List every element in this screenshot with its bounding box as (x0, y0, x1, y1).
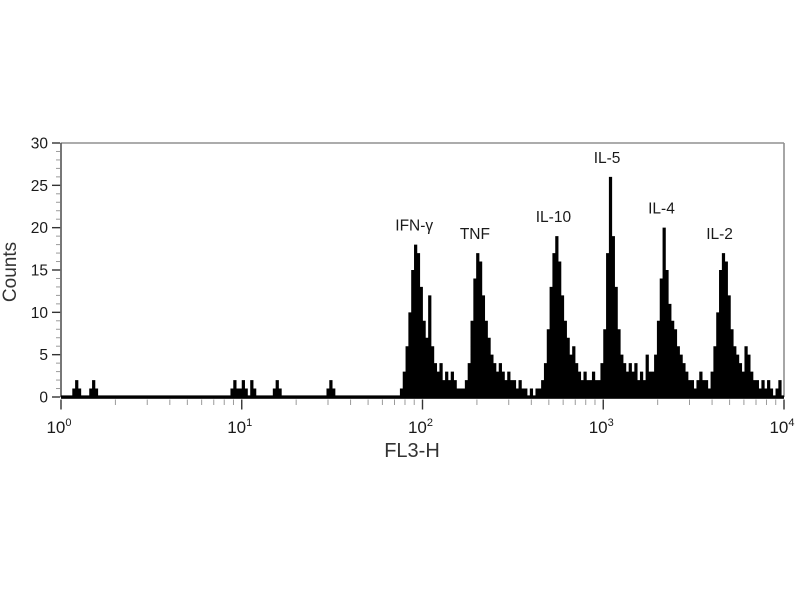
x-axis-ticks: 100 101 102 103 104 (46, 399, 795, 437)
y-tick-label-25: 25 (31, 178, 48, 195)
x-tick-label-10e3: 103 (589, 417, 614, 437)
x-tick-label-10e2: 102 (408, 417, 433, 437)
x-axis-title: FL3-H (384, 440, 440, 462)
y-axis-title: Counts (0, 242, 21, 302)
peak-label-il-4: IL-4 (648, 201, 675, 218)
peak-label-il-10: IL-10 (536, 209, 572, 226)
baseline (61, 395, 784, 399)
x-tick-label-10e1: 101 (227, 417, 252, 437)
y-tick-label-0: 0 (39, 390, 48, 407)
histogram-bars (72, 176, 782, 397)
y-tick-label-20: 20 (31, 220, 49, 237)
peak-label-il-2: IL-2 (706, 226, 733, 243)
x-tick-label-10e4: 104 (769, 417, 794, 437)
peak-label-tnf: TNF (460, 226, 490, 243)
y-axis-ticks: 0 5 10 15 20 25 30 (31, 136, 61, 407)
x-tick-label-10e0: 100 (46, 417, 71, 437)
peak-label-il-5: IL-5 (594, 150, 621, 167)
peak-label-ifn: IFN-γ (395, 218, 433, 235)
y-tick-label-10: 10 (31, 305, 49, 322)
y-tick-label-15: 15 (31, 263, 48, 280)
y-tick-label-5: 5 (39, 347, 48, 364)
y-tick-label-30: 30 (31, 136, 49, 153)
plot-generated-content: 0 5 10 15 20 25 30 100 101 102 103 104 IFN-γ TNF IL-10… (31, 136, 795, 438)
